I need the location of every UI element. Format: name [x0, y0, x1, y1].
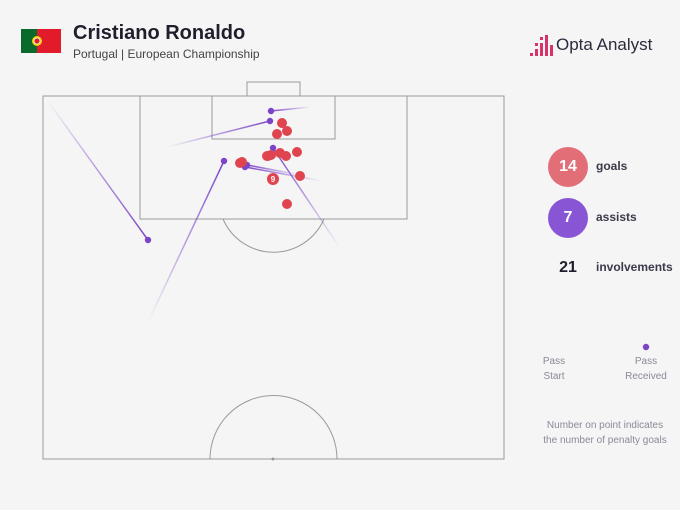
assist-received-point: [269, 144, 277, 152]
legend-pass-start: Pass Start: [542, 356, 566, 382]
assists-label: assists: [596, 210, 637, 224]
opta-analyst-logo: Opta Analyst: [530, 33, 675, 59]
assist-received-point: [267, 107, 275, 115]
goal-point: [292, 147, 302, 157]
assists-count: 7: [548, 198, 588, 238]
goal-point: [263, 151, 273, 161]
goal-point: [282, 126, 292, 136]
penalty-arc: [222, 218, 325, 253]
brand-name: Opta Analyst: [556, 35, 653, 54]
goal-point: [277, 118, 287, 128]
pass-received-marker: [642, 343, 650, 351]
goal-point: [272, 129, 282, 139]
assist-pass-line: [246, 164, 301, 176]
goals-layer: 9: [235, 118, 305, 209]
assists-layer: [46, 99, 341, 323]
assist-received-point: [144, 236, 152, 244]
assist-pass-line: [244, 166, 323, 182]
assist-pass-line: [46, 99, 149, 241]
pitch-chart: 9: [42, 81, 505, 461]
penalty-note: Number on point indicates the number of …: [543, 420, 667, 446]
center-circle: [209, 395, 338, 460]
involvements-stat: 21 involvements: [548, 248, 673, 288]
assist-pass-line: [147, 160, 225, 323]
legend-pass-received: Pass Received: [625, 356, 667, 382]
page-title: Cristiano Ronaldo: [73, 22, 246, 44]
assist-pass-line: [272, 147, 341, 249]
assist-received-point: [220, 157, 228, 165]
goals-label: goals: [596, 159, 628, 173]
goal-point: [282, 199, 292, 209]
goal-point: [235, 158, 245, 168]
assist-pass-line: [270, 106, 311, 112]
goal: [246, 81, 301, 97]
page-subtitle: Portugal | European Championship: [73, 47, 260, 61]
center-spot: [271, 457, 275, 461]
pitch-markings: [42, 81, 505, 460]
assist-received-point: [266, 117, 274, 125]
goal-point: [281, 151, 291, 161]
assist-pass-line: [166, 120, 271, 148]
portugal-flag-icon: [21, 29, 61, 53]
assists-stat: 7 assists: [548, 198, 668, 238]
goals-count: 14: [548, 147, 588, 187]
pass-legend-line: [554, 343, 650, 351]
penalty-count-label: 9: [271, 175, 276, 184]
goals-stat: 14 goals: [548, 147, 668, 187]
involvements-label: involvements: [596, 260, 673, 274]
involvements-count: 21: [559, 259, 577, 276]
opta-logo-icon: [530, 35, 553, 56]
goal-point: [295, 171, 305, 181]
penalty-goal-point: [267, 173, 279, 185]
